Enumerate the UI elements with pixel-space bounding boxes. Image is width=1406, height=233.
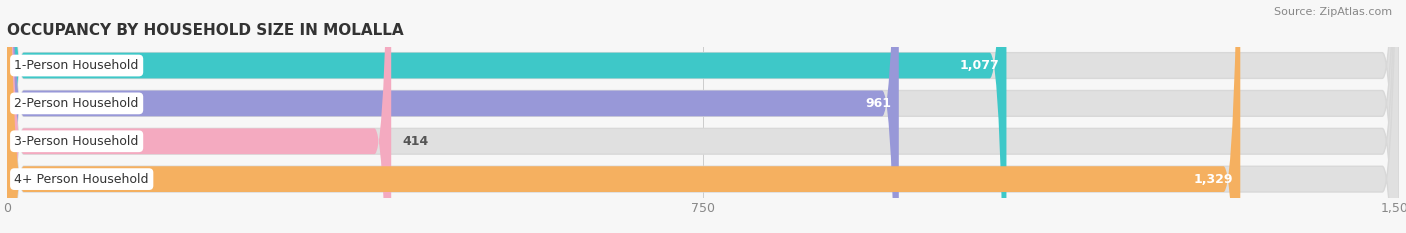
FancyBboxPatch shape (7, 0, 1399, 233)
Text: 1,329: 1,329 (1194, 173, 1233, 186)
Text: 1-Person Household: 1-Person Household (14, 59, 139, 72)
Text: Source: ZipAtlas.com: Source: ZipAtlas.com (1274, 7, 1392, 17)
Text: 414: 414 (402, 135, 429, 148)
Text: 961: 961 (865, 97, 891, 110)
FancyBboxPatch shape (7, 0, 1399, 233)
Text: 3-Person Household: 3-Person Household (14, 135, 139, 148)
Text: 2-Person Household: 2-Person Household (14, 97, 139, 110)
Text: 4+ Person Household: 4+ Person Household (14, 173, 149, 186)
Text: OCCUPANCY BY HOUSEHOLD SIZE IN MOLALLA: OCCUPANCY BY HOUSEHOLD SIZE IN MOLALLA (7, 24, 404, 38)
FancyBboxPatch shape (7, 0, 1007, 233)
FancyBboxPatch shape (7, 0, 1399, 233)
Text: 1,077: 1,077 (959, 59, 1000, 72)
FancyBboxPatch shape (7, 0, 1240, 233)
FancyBboxPatch shape (7, 0, 391, 233)
FancyBboxPatch shape (7, 0, 1399, 233)
FancyBboxPatch shape (7, 0, 898, 233)
